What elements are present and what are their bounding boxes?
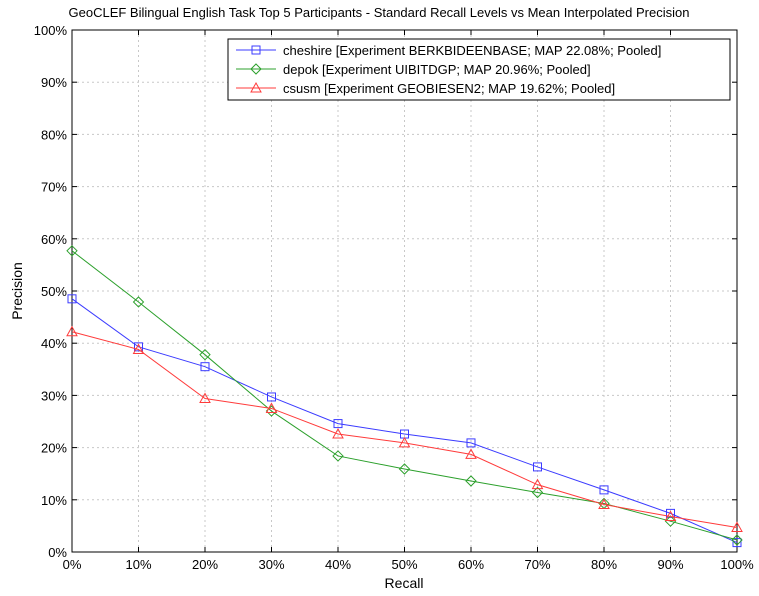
data-point	[531, 486, 544, 499]
y-tick-label: 20%	[41, 441, 67, 456]
x-tick-label: 30%	[258, 557, 284, 572]
grid-layer	[72, 30, 737, 552]
data-point	[67, 294, 77, 304]
x-tick-label: 70%	[524, 557, 550, 572]
legend-marker	[250, 81, 262, 93]
data-point	[134, 342, 143, 352]
data-point	[531, 478, 544, 490]
y-tick-label: 10%	[41, 493, 67, 508]
series-line	[71, 331, 738, 528]
data-point	[465, 475, 477, 487]
data-point	[199, 348, 211, 361]
data-point	[466, 438, 476, 448]
legend-marker	[250, 63, 262, 75]
data-point	[398, 436, 411, 448]
y-tick-label: 30%	[41, 388, 67, 403]
legend-item: depok [Experiment UIBITDGP; MAP 20.96%; …	[236, 62, 591, 77]
legend-label: cheshire [Experiment BERKBIDEENBASE; MAP…	[283, 43, 661, 58]
data-point	[731, 521, 743, 532]
ticks-layer: 0% 10% 20% 30% 40% 50% 60% 70% 80% 90% 100% 0% 10% 20…	[34, 23, 754, 572]
data-point	[199, 392, 211, 404]
data-point	[265, 402, 278, 413]
data-point	[200, 362, 210, 372]
legend-item: csusm [Experiment GEOBIESEN2; MAP 19.62%…	[236, 81, 615, 96]
series-line	[71, 298, 738, 544]
data-point	[332, 427, 344, 439]
data-point	[132, 343, 145, 354]
data-point	[732, 538, 742, 548]
legend-label: depok [Experiment UIBITDGP; MAP 20.96%; …	[283, 62, 591, 77]
chart-title: GeoCLEF Bilingual English Task Top 5 Par…	[69, 5, 690, 20]
y-tick-label: 40%	[41, 336, 67, 351]
y-axis-label: Precision	[9, 262, 25, 320]
y-tick-label: 100%	[34, 23, 68, 38]
legend-box	[227, 38, 731, 101]
x-tick-label: 0%	[63, 557, 82, 572]
y-tick-label: 80%	[41, 127, 67, 142]
x-tick-label: 80%	[591, 557, 617, 572]
series-triangle	[66, 325, 743, 532]
x-tick-label: 90%	[657, 557, 683, 572]
series-square	[67, 294, 742, 548]
x-tick-label: 40%	[325, 557, 351, 572]
series-line	[71, 250, 738, 541]
data-point	[66, 245, 78, 257]
y-tick-label: 0%	[48, 545, 67, 560]
data-point	[333, 419, 343, 429]
x-tick-label: 10%	[125, 557, 151, 572]
x-tick-label: 50%	[391, 557, 417, 572]
data-point	[664, 515, 677, 527]
data-point	[533, 462, 542, 472]
data-point	[666, 508, 675, 518]
legend-label: csusm [Experiment GEOBIESEN2; MAP 19.62%…	[283, 81, 615, 96]
data-point	[599, 485, 609, 495]
y-tick-label: 90%	[41, 75, 67, 90]
series-layer	[66, 245, 743, 548]
y-tick-label: 70%	[41, 180, 67, 195]
data-point	[664, 510, 677, 522]
data-point	[465, 448, 477, 459]
legend-marker	[251, 45, 261, 55]
data-point	[267, 392, 276, 402]
x-tick-label: 100%	[720, 557, 754, 572]
data-point	[332, 450, 344, 462]
x-tick-label: 60%	[458, 557, 484, 572]
legend-items: cheshire [Experiment BERKBIDEENBASE; MAP…	[236, 43, 661, 96]
data-point	[598, 498, 610, 509]
data-point	[398, 463, 411, 475]
x-axis-label: Recall	[385, 575, 424, 591]
data-point	[132, 296, 145, 308]
x-tick-label: 20%	[192, 557, 218, 572]
y-tick-label: 60%	[41, 232, 67, 247]
legend-item: cheshire [Experiment BERKBIDEENBASE; MAP…	[236, 43, 661, 58]
data-point	[731, 534, 743, 546]
data-point	[66, 325, 78, 337]
y-tick-label: 50%	[41, 284, 67, 299]
legend: cheshire [Experiment BERKBIDEENBASE; MAP…	[227, 38, 731, 101]
